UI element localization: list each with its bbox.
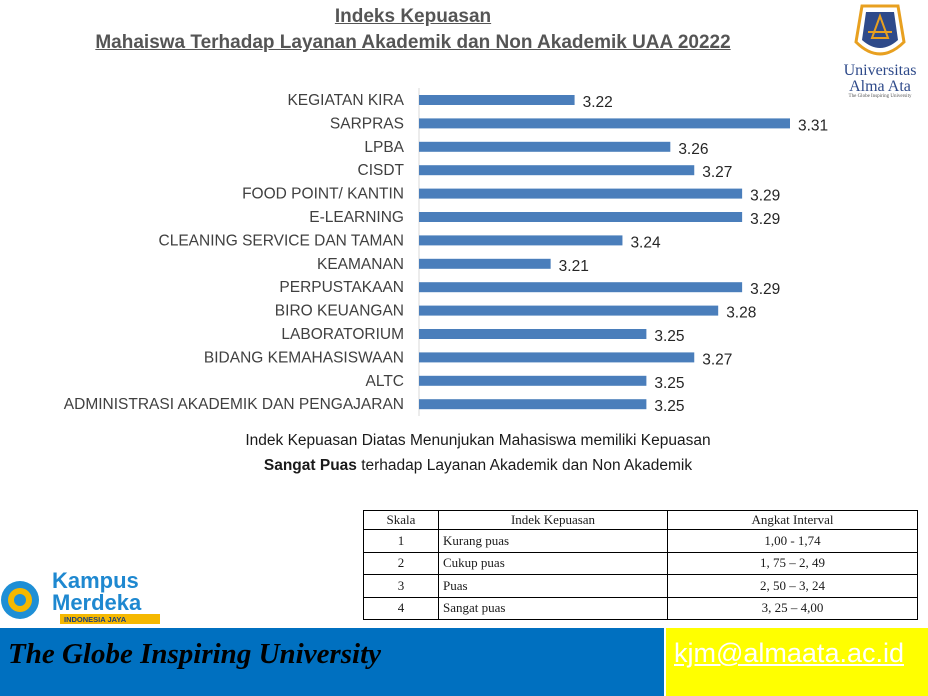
data-label: 3.27 bbox=[702, 164, 732, 181]
data-label: 3.22 bbox=[583, 94, 613, 111]
university-logo-icon bbox=[854, 4, 906, 56]
col-header-skala: Skala bbox=[363, 510, 439, 530]
note-line2: Sangat Puas terhadap Layanan Akademik da… bbox=[0, 457, 928, 475]
bar bbox=[419, 188, 743, 199]
category-label: CLEANING SERVICE DAN TAMAN bbox=[159, 232, 404, 249]
cell-interval: 3, 25 – 4,00 bbox=[667, 596, 918, 620]
col-header-indek: Indek Kepuasan bbox=[438, 510, 668, 530]
data-label: 3.29 bbox=[750, 211, 780, 228]
bar bbox=[419, 235, 623, 246]
category-label: ALTC bbox=[366, 373, 404, 390]
university-name-line2: Alma Ata bbox=[849, 78, 911, 95]
data-label: 3.25 bbox=[654, 328, 684, 345]
category-label: FOOD POINT/ KANTIN bbox=[242, 186, 404, 203]
category-label: KEGIATAN KIRA bbox=[287, 92, 404, 109]
bar-chart: KEGIATAN KIRA 3.22 SARPRAS 3.31 LPBA 3.26 CISD… bbox=[64, 88, 828, 416]
category-label: SARPRAS bbox=[330, 115, 404, 132]
data-label: 3.25 bbox=[654, 398, 684, 415]
university-tagline: The Globe Inspiring University bbox=[848, 94, 912, 99]
bar bbox=[419, 282, 743, 293]
bar bbox=[419, 95, 575, 105]
category-label: CISDT bbox=[358, 162, 405, 179]
category-label: LPBA bbox=[364, 139, 404, 156]
kampus-merdeka-emblem-icon bbox=[1, 581, 39, 619]
data-label: 3.24 bbox=[630, 234, 661, 251]
bar bbox=[419, 305, 719, 316]
bar bbox=[419, 329, 647, 339]
bar bbox=[419, 258, 551, 269]
footer-email-link[interactable]: kjm@almaata.ac.id bbox=[674, 638, 904, 668]
cell-indek: Puas bbox=[438, 574, 668, 598]
category-label: ADMINISTRASI AKADEMIK DAN PENGAJARAN bbox=[64, 396, 404, 413]
data-label: 3.31 bbox=[798, 117, 828, 134]
footer-slogan-bar: The Globe Inspiring University bbox=[0, 628, 664, 696]
bar bbox=[419, 352, 695, 363]
footer-slogan: The Globe Inspiring University bbox=[8, 638, 381, 670]
bar bbox=[419, 375, 647, 386]
cell-indek: Kurang puas bbox=[438, 529, 668, 553]
note-emphasis: Sangat Puas bbox=[263, 457, 357, 474]
university-name-line1: Universitas bbox=[843, 62, 917, 79]
data-label: 3.29 bbox=[750, 188, 780, 205]
data-label: 3.27 bbox=[702, 351, 732, 368]
bar bbox=[419, 118, 790, 129]
cell-indek: Cukup puas bbox=[438, 551, 668, 575]
category-label: BIDANG KEMAHASISWAAN bbox=[204, 349, 404, 366]
category-label: LABORATORIUM bbox=[281, 326, 404, 343]
table-row: 2 Cukup puas 1, 75 – 2, 49 bbox=[363, 551, 918, 575]
cell-interval: 2, 50 – 3, 24 bbox=[667, 574, 918, 598]
kampus-merdeka-line2: Merdeka bbox=[52, 590, 142, 615]
cell-interval: 1,00 - 1,74 bbox=[667, 529, 918, 553]
kampus-merdeka-ribbon: INDONESIA JAYA bbox=[64, 615, 127, 624]
category-label: PERPUSTAKAAN bbox=[279, 279, 404, 296]
category-label: E-LEARNING bbox=[309, 209, 404, 226]
kampus-merdeka-line1: Kampus bbox=[52, 568, 139, 593]
scale-table: Skala Indek Kepuasan Angkat Interval 1 K… bbox=[363, 510, 918, 620]
note-rest: terhadap Layanan Akademik dan Non Akadem… bbox=[356, 457, 693, 474]
cell-skala: 3 bbox=[363, 574, 439, 598]
bar bbox=[419, 399, 647, 410]
col-header-interval: Angkat Interval bbox=[667, 510, 918, 530]
note-line1: Indek Kepuasan Diatas Menunjukan Mahasis… bbox=[245, 432, 711, 449]
table-row: 4 Sangat puas 3, 25 – 4,00 bbox=[363, 596, 918, 620]
data-label: 3.28 bbox=[726, 305, 756, 322]
chart-title-line2: Mahaiswa Terhadap Layanan Akademik dan N… bbox=[95, 32, 731, 53]
data-label: 3.29 bbox=[750, 281, 780, 298]
kampus-merdeka-logo: Kampus Merdeka INDONESIA JAYA bbox=[1, 568, 160, 624]
table-row: 1 Kurang puas 1,00 - 1,74 bbox=[363, 529, 918, 553]
cell-skala: 4 bbox=[363, 596, 439, 620]
data-label: 3.21 bbox=[559, 258, 589, 275]
chart-title-line1: Indeks Kepuasan bbox=[334, 6, 492, 27]
category-label: BIRO KEUANGAN bbox=[275, 303, 404, 320]
footer-email-box: kjm@almaata.ac.id bbox=[666, 628, 928, 696]
cell-interval: 1, 75 – 2, 49 bbox=[667, 551, 918, 575]
table-row: 3 Puas 2, 50 – 3, 24 bbox=[363, 574, 918, 598]
data-label: 3.26 bbox=[678, 141, 708, 158]
bar bbox=[419, 141, 671, 152]
data-label: 3.25 bbox=[654, 375, 684, 392]
cell-skala: 2 bbox=[363, 551, 439, 575]
cell-skala: 1 bbox=[363, 529, 439, 553]
bar bbox=[419, 212, 743, 222]
category-label: KEAMANAN bbox=[317, 256, 404, 273]
bar bbox=[419, 165, 695, 176]
table-header-row: Skala Indek Kepuasan Angkat Interval bbox=[363, 510, 918, 530]
cell-indek: Sangat puas bbox=[438, 596, 668, 620]
